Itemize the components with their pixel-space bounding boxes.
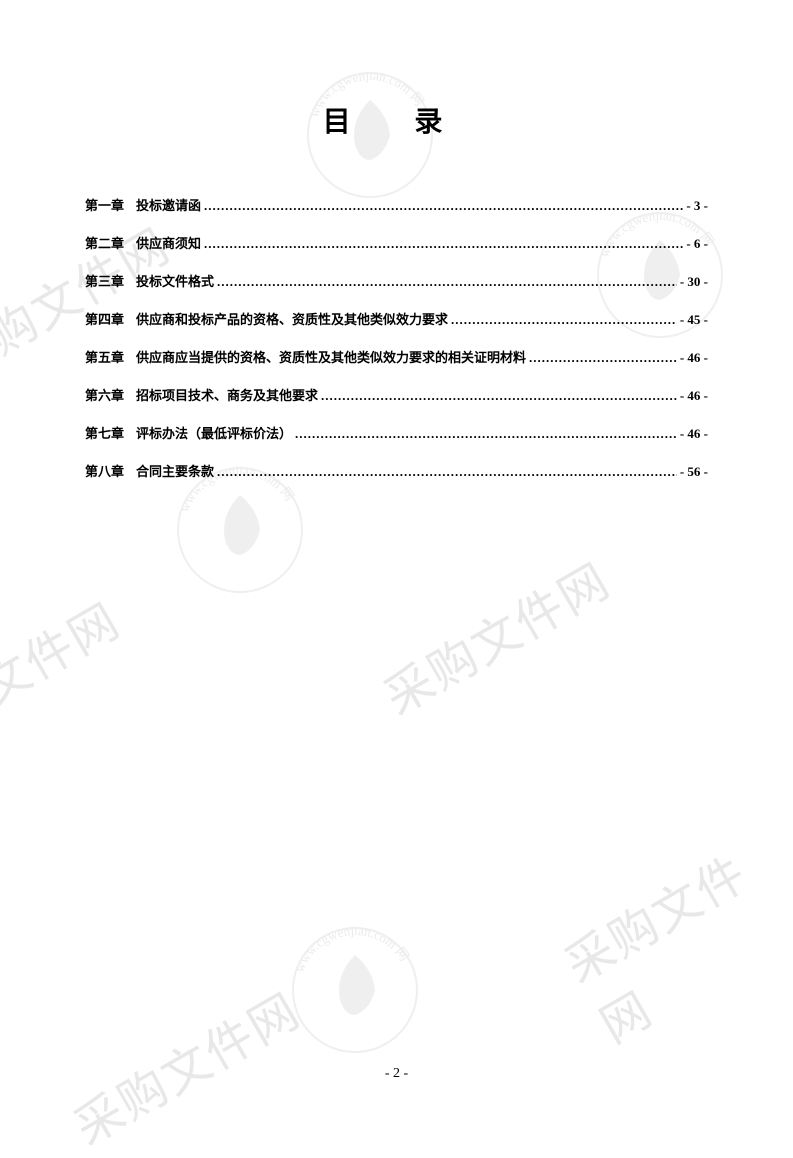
toc-entry: 第八章 合同主要条款 - 56 -: [85, 461, 708, 480]
toc-name: 供应商须知: [136, 233, 201, 252]
toc-chapter: 第四章: [85, 309, 124, 328]
toc-dots: [321, 388, 677, 404]
toc-dots: [451, 312, 677, 328]
page-number: - 2 -: [0, 1066, 793, 1082]
toc-page: - 45 -: [680, 312, 708, 328]
toc-name: 供应商和投标产品的资格、资质性及其他类似效力要求: [136, 309, 448, 328]
toc-name: 投标文件格式: [136, 271, 214, 290]
toc-chapter: 第一章: [85, 195, 124, 214]
toc-chapter: 第六章: [85, 385, 124, 404]
watermark-text: 采购文件网: [59, 972, 311, 1158]
watermark-text: 采购文件网: [550, 824, 793, 1057]
toc-page: - 56 -: [680, 464, 708, 480]
watermark-text: 采购文件网: [0, 582, 131, 768]
toc-chapter: 第七章: [85, 423, 124, 442]
watermark-circle: www.cgwenjian.com 网: [285, 920, 425, 1060]
toc-page: - 6 -: [686, 236, 708, 252]
toc-name: 投标邀请函: [136, 195, 201, 214]
toc-entry: 第四章 供应商和投标产品的资格、资质性及其他类似效力要求 - 45 -: [85, 309, 708, 328]
watermark-text: 采购文件网: [369, 542, 621, 728]
toc-entry: 第三章 投标文件格式 - 30 -: [85, 271, 708, 290]
toc-dots: [204, 198, 683, 214]
toc-page: - 30 -: [680, 274, 708, 290]
toc-chapter: 第二章: [85, 233, 124, 252]
toc-dots: [295, 426, 677, 442]
toc-name: 合同主要条款: [136, 461, 214, 480]
toc-entry: 第一章 投标邀请函 - 3 -: [85, 195, 708, 214]
toc-list: 第一章 投标邀请函 - 3 - 第二章 供应商须知 - 6 - 第三章 投标文件…: [85, 195, 708, 480]
toc-dots: [217, 274, 677, 290]
toc-page: - 46 -: [680, 388, 708, 404]
toc-entry: 第二章 供应商须知 - 6 -: [85, 233, 708, 252]
toc-name: 招标项目技术、商务及其他要求: [136, 385, 318, 404]
toc-name: 供应商应当提供的资格、资质性及其他类似效力要求的相关证明材料: [136, 347, 526, 366]
toc-page: - 46 -: [680, 350, 708, 366]
toc-chapter: 第三章: [85, 271, 124, 290]
toc-chapter: 第八章: [85, 461, 124, 480]
toc-dots: [204, 236, 683, 252]
toc-entry: 第六章 招标项目技术、商务及其他要求 - 46 -: [85, 385, 708, 404]
toc-chapter: 第五章: [85, 347, 124, 366]
toc-entry: 第七章 评标办法（最低评标价法） - 46 -: [85, 423, 708, 442]
toc-name: 评标办法（最低评标价法）: [136, 423, 292, 442]
toc-dots: [529, 350, 677, 366]
toc-page: - 46 -: [680, 426, 708, 442]
toc-page: - 3 -: [686, 198, 708, 214]
page-content: 目 录 第一章 投标邀请函 - 3 - 第二章 供应商须知 - 6 - 第三章 …: [0, 0, 793, 559]
page-title: 目 录: [85, 100, 708, 140]
svg-text:www.cgwenjian.com 网: www.cgwenjian.com 网: [291, 923, 412, 974]
toc-dots: [217, 464, 677, 480]
toc-entry: 第五章 供应商应当提供的资格、资质性及其他类似效力要求的相关证明材料 - 46 …: [85, 347, 708, 366]
